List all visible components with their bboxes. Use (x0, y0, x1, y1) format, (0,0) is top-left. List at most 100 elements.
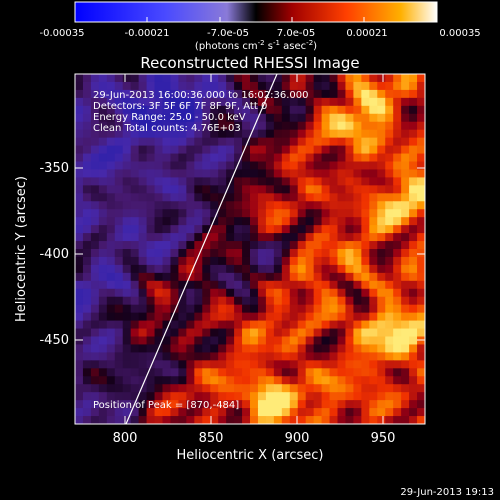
image-pixel (146, 376, 156, 385)
image-pixel (90, 400, 100, 409)
image-pixel (114, 137, 124, 147)
image-pixel (210, 169, 219, 178)
image-pixel (257, 233, 267, 242)
image-pixel (75, 161, 84, 171)
image-pixel (218, 336, 227, 346)
image-pixel (122, 320, 132, 330)
image-pixel (401, 264, 410, 274)
image-pixel (273, 249, 283, 258)
image-pixel (90, 336, 100, 346)
image-pixel (377, 320, 386, 330)
image-pixel (210, 113, 219, 123)
image-pixel (226, 384, 235, 393)
image-pixel (154, 368, 164, 377)
image-pixel (178, 392, 187, 401)
image-pixel (122, 145, 132, 155)
image-pixel (353, 296, 362, 306)
image-pixel (194, 296, 203, 306)
image-pixel (297, 169, 307, 178)
image-pixel (313, 89, 323, 99)
image-pixel (377, 153, 386, 163)
image-pixel (393, 408, 402, 417)
image-pixel (369, 408, 378, 417)
image-pixel (162, 249, 172, 258)
image-pixel (329, 312, 339, 322)
y-tick-label: -400 (39, 247, 69, 262)
image-pixel (417, 296, 425, 306)
image-pixel (202, 384, 211, 393)
image-pixel (178, 241, 187, 250)
image-pixel (114, 105, 124, 115)
image-pixel (138, 264, 148, 274)
image-pixel (417, 74, 425, 83)
image-pixel (218, 137, 227, 147)
image-pixel (82, 233, 92, 242)
image-pixel (393, 153, 402, 163)
image-pixel (369, 129, 378, 139)
image-pixel (353, 336, 362, 346)
image-pixel (186, 169, 195, 178)
image-pixel (242, 416, 251, 424)
image-pixel (409, 320, 418, 330)
image-pixel (210, 153, 219, 163)
image-pixel (305, 225, 315, 234)
image-pixel (242, 288, 251, 298)
image-pixel (385, 304, 394, 314)
image-pixel (345, 312, 354, 322)
image-pixel (130, 209, 140, 218)
image-pixel (250, 185, 259, 194)
image-pixel (353, 320, 362, 330)
image-pixel (361, 400, 370, 409)
image-pixel (393, 336, 402, 346)
image-pixel (75, 368, 84, 377)
image-pixel (162, 264, 172, 274)
image-pixel (90, 145, 100, 155)
image-pixel (281, 201, 291, 210)
image-pixel (273, 408, 283, 417)
image-pixel (345, 241, 354, 250)
image-pixel (242, 81, 251, 91)
image-pixel (369, 296, 378, 306)
image-pixel (377, 113, 386, 123)
image-pixel (82, 312, 92, 322)
image-pixel (226, 376, 235, 385)
image-pixel (138, 400, 148, 409)
image-pixel (218, 384, 227, 393)
image-pixel (226, 416, 235, 424)
image-pixel (385, 113, 394, 123)
image-pixel (194, 241, 203, 250)
image-pixel (82, 320, 92, 330)
image-pixel (162, 392, 172, 401)
image-pixel (361, 352, 370, 361)
image-pixel (82, 328, 92, 338)
image-pixel (361, 384, 370, 393)
image-pixel (146, 249, 156, 258)
image-pixel (369, 256, 378, 266)
image-pixel (194, 97, 203, 107)
image-pixel (170, 256, 179, 266)
image-pixel (361, 177, 370, 186)
image-pixel (305, 288, 315, 298)
image-pixel (106, 153, 116, 163)
image-pixel (393, 376, 402, 385)
image-pixel (250, 312, 259, 322)
image-pixel (234, 376, 243, 385)
image-pixel (361, 74, 370, 83)
image-pixel (409, 416, 418, 424)
image-pixel (178, 105, 187, 115)
image-pixel (361, 280, 370, 290)
image-pixel (114, 89, 124, 99)
image-pixel (82, 201, 92, 210)
image-pixel (146, 225, 156, 234)
image-pixel (361, 161, 370, 171)
image-pixel (82, 296, 92, 306)
image-pixel (234, 400, 243, 409)
image-pixel (250, 169, 259, 178)
image-pixel (234, 153, 243, 163)
image-pixel (313, 408, 323, 417)
image-pixel (329, 336, 339, 346)
image-pixel (257, 344, 267, 353)
image-pixel (186, 161, 195, 171)
image-pixel (305, 241, 315, 250)
image-pixel (122, 129, 132, 139)
